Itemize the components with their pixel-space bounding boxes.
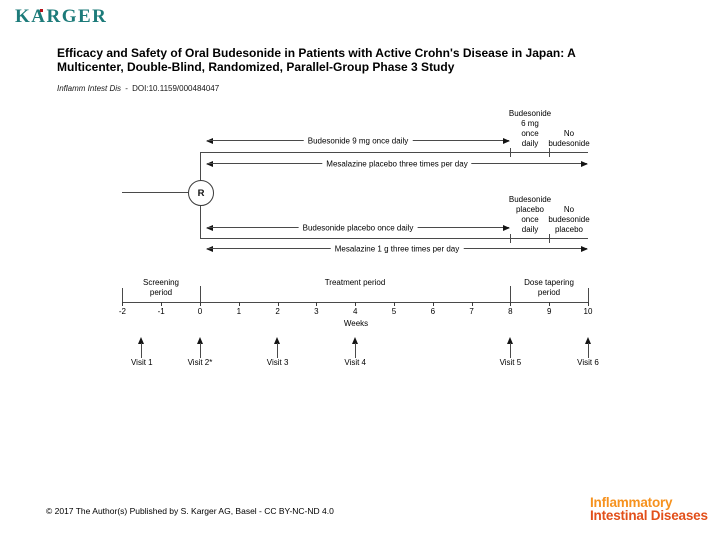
week-tick — [161, 302, 163, 306]
page-title-line1: Efficacy and Safety of Oral Budesonide i… — [57, 46, 576, 60]
visit-arrow-icon — [273, 337, 282, 358]
lower-baseline-tick-week8 — [510, 234, 511, 243]
arm-arrow-budesonide-9mg: Budesonide 9 mg once daily — [206, 136, 510, 145]
week-tick — [238, 302, 240, 306]
week-label: 0 — [197, 307, 203, 316]
copyright-text: © 2017 The Author(s) Published by S. Kar… — [46, 506, 334, 516]
arm-label: Mesalazine placebo three times per day — [322, 159, 472, 168]
visit-label: Visit 6 — [577, 358, 599, 367]
visit-label: Visit 5 — [499, 358, 522, 367]
week-tick — [432, 302, 434, 306]
period-boundary-week-minus2 — [122, 288, 123, 302]
week-tick — [277, 302, 279, 306]
visit-label: Visit 4 — [344, 358, 366, 367]
journal-logo: Inflammatory Intestinal Diseases — [590, 495, 708, 523]
karger-logo-dot-icon — [40, 9, 43, 12]
week-label: 5 — [391, 307, 397, 316]
visit-label: Visit 3 — [266, 358, 289, 367]
week-tick — [471, 302, 473, 306]
week-tick — [316, 302, 318, 306]
journal-logo-line2: Intestinal Diseases — [590, 508, 708, 523]
week-label: 3 — [314, 307, 319, 316]
week-label: -1 — [157, 307, 165, 316]
arm-label: Mesalazine 1 g three times per day — [330, 244, 464, 253]
taper-label-no-budesonide-placebo: No budesonide placebo — [548, 205, 590, 234]
period-boundary-week8 — [510, 286, 511, 302]
week-tick — [549, 302, 551, 306]
upper-arm-baseline — [200, 152, 588, 153]
week-tick — [355, 302, 357, 306]
visit-label: Visit 1 — [130, 358, 153, 367]
week-label: 4 — [352, 307, 358, 316]
arm-arrow-mesalazine-placebo: Mesalazine placebo three times per day — [206, 159, 588, 168]
entry-line — [122, 192, 188, 193]
week-tick — [588, 302, 589, 306]
journal-name: Inflamm Intest Dis — [57, 84, 122, 93]
lower-baseline-tick-week9 — [549, 234, 550, 243]
treatment-period-label: Treatment period — [324, 278, 386, 287]
week-label: 7 — [469, 307, 474, 316]
upper-baseline-tick-week8 — [510, 148, 511, 157]
week-tick — [122, 302, 124, 306]
week-label: 9 — [546, 307, 552, 316]
dose-tapering-period-label: Dose tapering period — [524, 278, 574, 297]
period-boundary-week10 — [588, 288, 589, 302]
visit-arrow-icon — [351, 337, 360, 358]
visit-arrow-icon — [137, 337, 146, 358]
visit-arrow-icon — [506, 337, 515, 358]
karger-logo: KARGER — [15, 6, 108, 27]
lower-arm-baseline — [200, 238, 588, 239]
taper-label-no-budesonide: No budesonide — [548, 129, 590, 148]
page-title-line2: Multicenter, Double-Blind, Randomized, P… — [57, 60, 455, 74]
upper-baseline-tick-week9 — [549, 148, 550, 157]
journal-logo-line1: Inflammatory — [590, 495, 673, 510]
week-label: 8 — [508, 307, 513, 316]
visit-arrow-icon — [584, 337, 593, 358]
journal-reference-line: Inflamm Intest Dis - DOI:10.1159/0004840… — [57, 84, 221, 93]
week-tick — [200, 302, 201, 306]
randomization-circle: R — [188, 180, 214, 206]
week-label: 6 — [430, 307, 436, 316]
week-label: 2 — [275, 307, 280, 316]
arm-arrow-budesonide-placebo: Budesonide placebo once daily — [206, 223, 510, 232]
week-axis-line — [122, 302, 588, 303]
screening-period-label: Screening period — [142, 278, 180, 297]
week-label: 1 — [236, 307, 242, 316]
arm-label: Budesonide 9 mg once daily — [303, 136, 413, 145]
week-axis-caption: Weeks — [343, 319, 369, 328]
period-boundary-week0 — [200, 286, 201, 302]
visit-arrow-icon — [196, 337, 205, 358]
visit-label: Visit 2* — [187, 358, 213, 367]
taper-label-budesonide-6mg: Budesonide 6 mg once daily — [508, 109, 552, 148]
week-tick — [510, 302, 512, 306]
week-label: -2 — [118, 307, 126, 316]
page-title: Efficacy and Safety of Oral Budesonide i… — [57, 46, 697, 74]
taper-label-budesonide-placebo: Budesonide placebo once daily — [508, 195, 552, 234]
week-label: 10 — [583, 307, 593, 316]
doi-text: DOI:10.1159/000484047 — [132, 84, 220, 93]
arm-arrow-mesalazine-1g: Mesalazine 1 g three times per day — [206, 244, 588, 253]
arm-label: Budesonide placebo once daily — [298, 223, 418, 232]
week-tick — [394, 302, 395, 306]
reference-separator: - — [125, 84, 128, 93]
